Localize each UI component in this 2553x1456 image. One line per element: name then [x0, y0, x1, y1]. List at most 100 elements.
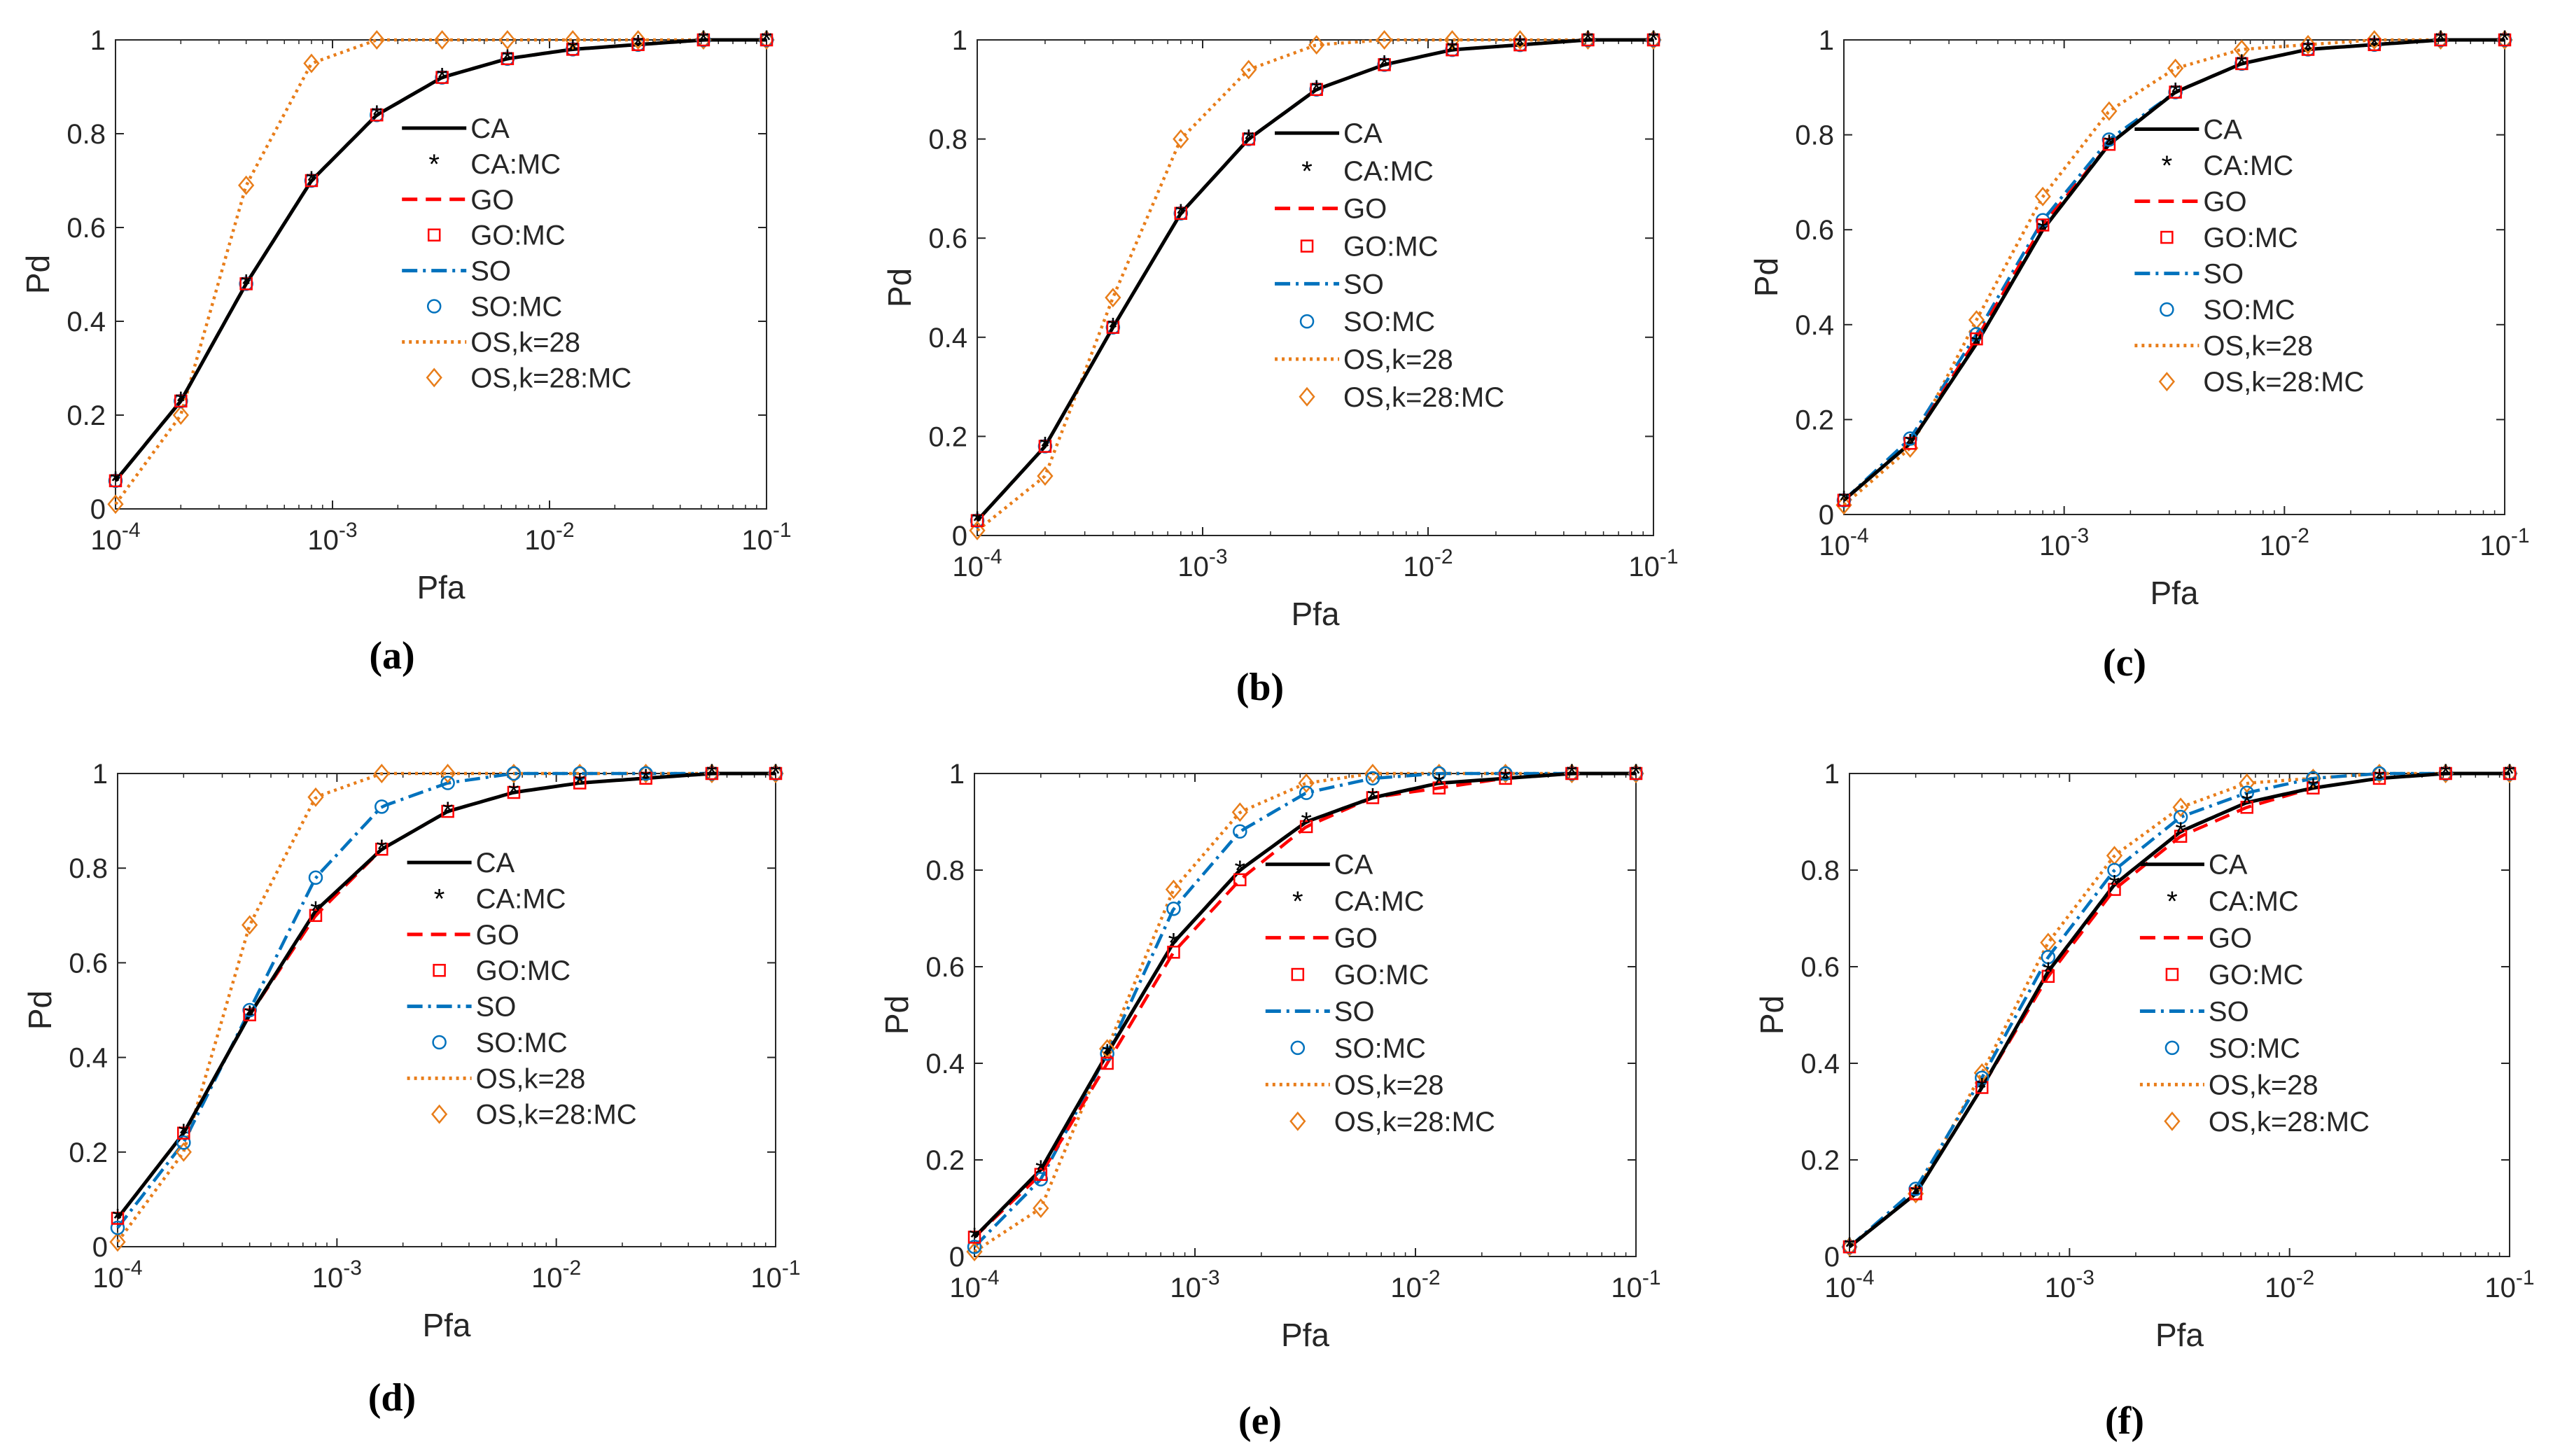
mc-marker-os-k-28 — [307, 787, 324, 807]
mc-marker-ca: * — [2302, 35, 2314, 66]
legend-label: GO:MC — [2209, 960, 2304, 990]
mc-marker-go — [2102, 137, 2116, 151]
legend-marker-7 — [2164, 1111, 2181, 1131]
mc-marker-ca: * — [1844, 1232, 1855, 1263]
mc-marker-ca: * — [1301, 807, 1312, 838]
legend-label: OS,k=28 — [476, 1063, 586, 1094]
mc-marker-go — [1299, 820, 1313, 834]
mc-marker-go — [1167, 946, 1180, 959]
legend-label: GO:MC — [476, 955, 571, 986]
y-tick-label: 0.8 — [1795, 120, 1834, 151]
mc-marker-os-k-28 — [439, 764, 456, 783]
mc-marker-ca: * — [110, 466, 121, 497]
y-tick-label: 0 — [1819, 500, 1834, 531]
x-tick-label: 10-2 — [531, 1256, 581, 1294]
mc-marker-go — [1909, 1187, 1922, 1200]
mc-marker-so — [1974, 1070, 1989, 1085]
legend: CA * CA:MC GO GO:MC SO SO:MC OS,k=28 OS,k=28:MC — [1275, 118, 1504, 413]
plot-area — [115, 39, 767, 510]
x-tick-label: 10-1 — [750, 1256, 800, 1294]
x-axis-label: Pfa — [1291, 596, 1339, 632]
y-tick-label: 0 — [952, 521, 967, 552]
panel-caption: (f) — [2105, 1399, 2144, 1443]
panel-caption: (d) — [368, 1376, 416, 1420]
panel-d: 0 0.2 0.4 0.6 0.8 1 10-4 10-3 10-2 10-1 Pfa Pd * * * * *… — [22, 759, 801, 1420]
mc-marker-go — [1233, 873, 1247, 887]
mc-marker-so — [440, 776, 455, 790]
legend-label: GO — [2203, 187, 2246, 218]
legend-marker-3 — [433, 963, 446, 977]
y-tick-label: 0.4 — [1795, 310, 1834, 341]
x-tick-label: 10-1 — [2479, 524, 2529, 561]
x-tick-label: 10-1 — [1611, 1266, 1660, 1303]
panel-b: 0 0.2 0.4 0.6 0.8 1 10-4 10-3 10-2 10-1 Pfa Pd * * * * *… — [881, 25, 1679, 709]
y-tick-label: 0.6 — [67, 213, 106, 244]
legend-label: CA:MC — [2203, 150, 2293, 181]
mc-marker-go — [2169, 85, 2182, 99]
legend-label: OS,k=28 — [2209, 1070, 2318, 1100]
mc-marker-os-k-28 — [2101, 101, 2118, 121]
mc-marker-ca: * — [437, 63, 448, 94]
x-tick-label: 10-2 — [524, 519, 574, 556]
mc-marker-ca: * — [2241, 788, 2253, 818]
mc-marker-ca: * — [1243, 125, 1254, 155]
mc-marker-os-k-28 — [499, 30, 516, 50]
mc-marker-so — [176, 1135, 191, 1150]
legend-marker-5 — [1299, 314, 1315, 329]
y-tick-label: 1 — [949, 759, 965, 790]
y-tick-label: 0 — [90, 494, 106, 525]
mc-marker-go — [1837, 493, 1851, 507]
mc-marker-ca: * — [1648, 25, 1659, 56]
mc-marker-ca: * — [112, 1203, 123, 1234]
y-tick-label: 0.8 — [1800, 855, 1840, 886]
legend-label: OS,k=28 — [2203, 331, 2313, 362]
legend-marker-3 — [1291, 967, 1305, 981]
legend-label: GO — [1334, 923, 1378, 954]
legend-label: SO:MC — [1343, 307, 1435, 337]
legend-marker-1: * — [428, 149, 440, 180]
mc-marker-so — [506, 766, 522, 781]
legend-label: GO:MC — [1343, 232, 1439, 262]
mc-marker-ca: * — [1107, 313, 1119, 344]
legend-label: CA — [476, 848, 515, 878]
mc-marker-ca: * — [1175, 199, 1187, 230]
y-tick-label: 0.8 — [69, 853, 108, 884]
mc-marker-go — [1174, 206, 1188, 220]
mc-marker-so — [308, 870, 323, 885]
mc-marker-go — [1366, 791, 1380, 804]
legend-label: SO — [476, 992, 517, 1023]
mc-marker-ca: * — [1434, 769, 1445, 799]
mc-marker-go — [1242, 132, 1255, 146]
legend-label: CA:MC — [1343, 156, 1434, 187]
mc-marker-os-k-28 — [1376, 30, 1393, 50]
panel-caption: (a) — [369, 634, 414, 678]
legend: CA * CA:MC GO GO:MC SO SO:MC OS,k=28 OS,k=28:MC — [402, 113, 631, 393]
panel-f: 0 0.2 0.4 0.6 0.8 1 10-4 10-3 10-2 10-1 Pfa Pd * * * * *… — [1754, 759, 2535, 1443]
y-tick-label: 0.2 — [69, 1138, 108, 1168]
mc-marker-go — [2174, 830, 2188, 843]
mc-marker-go — [305, 174, 319, 188]
mc-marker-ca: * — [1838, 486, 1849, 517]
mc-marker-ca: * — [1311, 75, 1322, 106]
mc-marker-go — [309, 909, 323, 923]
mc-marker-ca: * — [1235, 855, 1246, 886]
series-line-ca — [976, 38, 1653, 522]
mc-marker-go — [1446, 43, 1459, 57]
mc-marker-go — [2367, 38, 2381, 52]
legend-label: OS,k=28:MC — [1334, 1107, 1495, 1138]
mc-marker-so — [2041, 949, 2056, 965]
mc-marker-go — [177, 1126, 190, 1140]
plot-area — [977, 39, 1654, 536]
mc-marker-go — [370, 108, 384, 122]
mc-marker-ca: * — [641, 764, 652, 794]
y-tick-label: 0.2 — [1795, 405, 1834, 435]
y-tick-label: 0.2 — [1800, 1145, 1840, 1176]
y-tick-label: 0.6 — [925, 952, 965, 983]
mc-marker-go — [2041, 969, 2055, 983]
y-tick-label: 0.4 — [925, 1049, 965, 1079]
mc-marker-go — [2235, 57, 2248, 71]
mc-marker-ca: * — [2109, 870, 2120, 901]
mc-marker-go — [1581, 33, 1595, 47]
y-tick-label: 1 — [90, 25, 106, 56]
